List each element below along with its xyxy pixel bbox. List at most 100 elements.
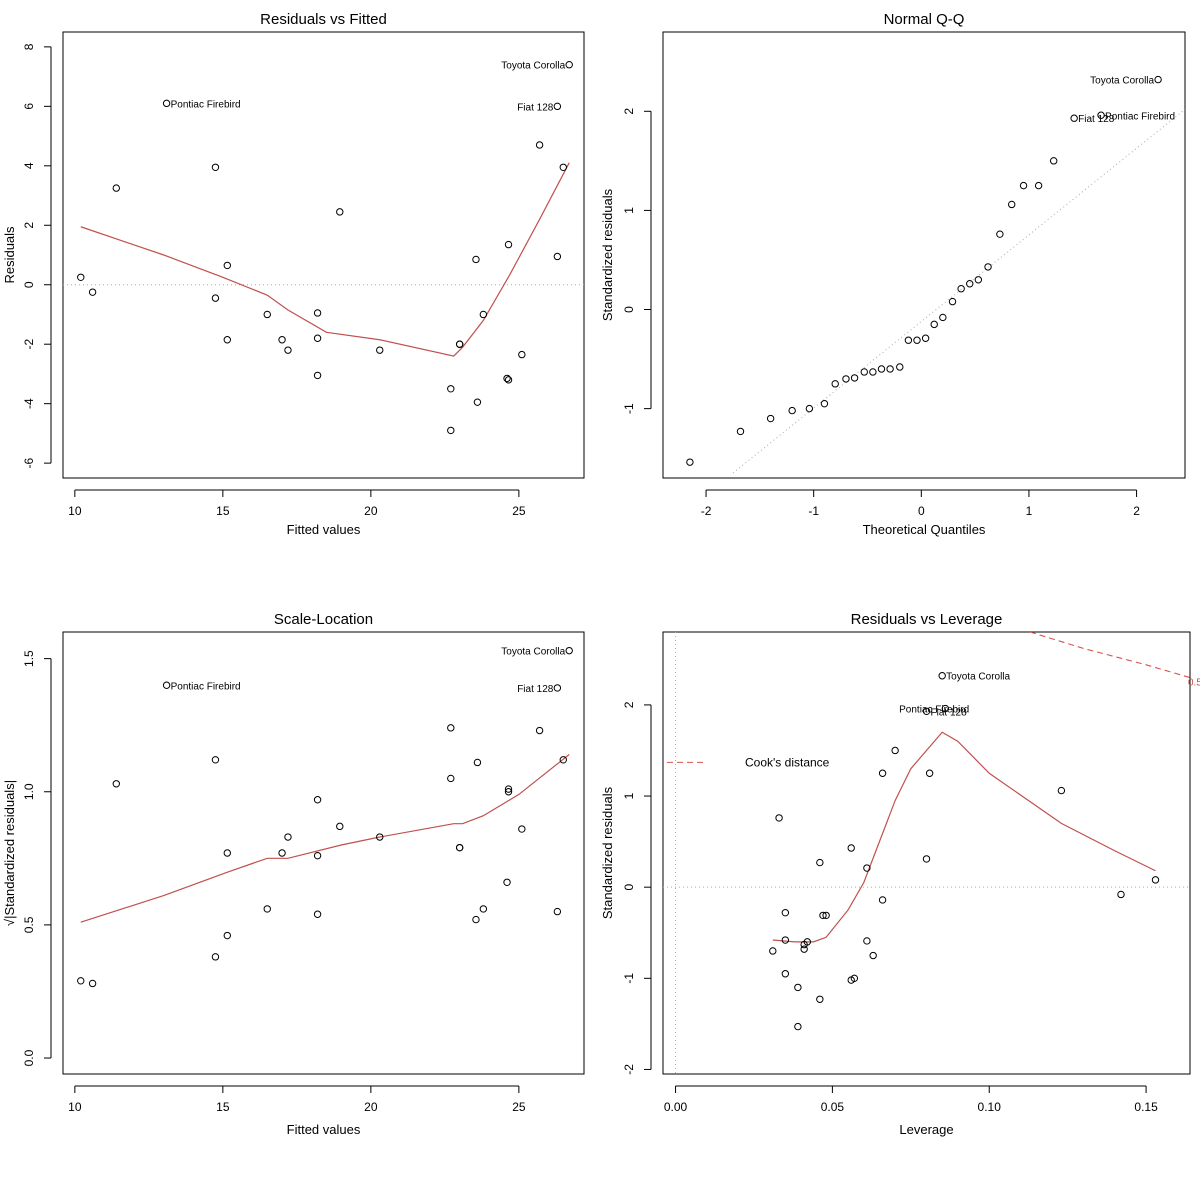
data-point — [504, 785, 513, 793]
data-point — [223, 336, 231, 344]
data-point — [447, 774, 455, 783]
data-point — [816, 995, 824, 1003]
data-point — [77, 273, 85, 281]
x-tick-label: 0.10 — [978, 1100, 1002, 1114]
plot-frame — [62, 631, 585, 1075]
data-point — [816, 858, 824, 867]
point-label: Pontiac Firebird — [171, 681, 241, 692]
point-label: Toyota Corolla — [501, 647, 565, 658]
data-point — [473, 398, 482, 406]
data-point — [1049, 157, 1058, 165]
data-point — [211, 294, 220, 302]
data-point — [336, 822, 344, 831]
data-point — [891, 746, 899, 755]
data-point — [535, 726, 544, 735]
data-point — [1019, 181, 1028, 190]
data-point — [88, 979, 97, 988]
data-point — [800, 945, 808, 953]
y-tick-label: 1 — [622, 792, 636, 799]
data-point — [957, 284, 965, 293]
y-tick-label: 1.0 — [22, 783, 36, 800]
x-tick-label: -1 — [808, 504, 819, 518]
x-axis-label: Leverage — [899, 1122, 953, 1137]
data-point — [263, 905, 271, 913]
data-point — [284, 346, 292, 354]
y-tick-label: 8 — [22, 43, 36, 50]
data-point — [686, 458, 694, 466]
cooks-distance-curve — [1029, 632, 1190, 679]
data-point — [553, 102, 562, 111]
data-point — [766, 414, 775, 423]
data-point — [503, 878, 511, 886]
data-point — [913, 336, 921, 344]
data-point — [850, 374, 859, 382]
data-point — [473, 758, 482, 767]
data-point — [565, 61, 573, 69]
data-point — [447, 385, 455, 393]
y-tick-label: 0.0 — [22, 1049, 36, 1066]
point-label: Toyota Corolla — [946, 672, 1010, 683]
point-label: Pontiac Firebird — [899, 705, 969, 716]
plot-frame — [662, 31, 1186, 479]
data-point — [781, 936, 790, 944]
data-point — [376, 346, 384, 354]
data-point — [1097, 111, 1105, 119]
legend-label: Cook's distance — [745, 755, 830, 769]
data-point — [472, 255, 480, 264]
y-tick-label: 2 — [622, 108, 636, 115]
data-point — [1117, 890, 1125, 899]
data-point — [788, 406, 796, 415]
data-point — [112, 780, 120, 788]
data-point — [455, 843, 464, 852]
data-point — [313, 309, 322, 317]
chart-title: Normal Q-Q — [884, 11, 965, 28]
data-point — [504, 240, 513, 249]
data-point — [831, 380, 839, 388]
data-point — [565, 646, 573, 655]
data-point — [211, 163, 220, 171]
point-label: Toyota Corolla — [1090, 76, 1154, 87]
x-tick-label: 25 — [512, 1100, 526, 1114]
data-point — [736, 427, 745, 436]
data-point — [1070, 114, 1078, 122]
data-point — [1034, 181, 1043, 190]
x-tick-label: 0 — [918, 504, 925, 518]
data-point — [781, 908, 790, 917]
data-point — [553, 907, 562, 916]
data-point — [313, 334, 322, 342]
data-point — [503, 374, 511, 383]
data-point — [948, 297, 957, 306]
x-axis-label: Theoretical Quantiles — [863, 522, 986, 537]
data-point — [878, 896, 887, 904]
data-point — [535, 141, 544, 149]
data-point — [553, 252, 562, 261]
y-tick-label: 2 — [22, 222, 36, 229]
data-point — [88, 288, 97, 296]
x-tick-label: 25 — [512, 504, 526, 518]
data-point — [996, 230, 1004, 238]
y-axis-label: Standardized residuals — [600, 188, 615, 321]
data-point — [860, 368, 868, 376]
point-label: Fiat 128 — [517, 102, 554, 113]
data-point — [455, 340, 464, 348]
sl-panel: Scale-Location Fitted values √|Standardize… — [2, 611, 585, 1137]
data-point — [223, 931, 231, 940]
data-point — [847, 844, 855, 852]
data-point — [376, 833, 384, 841]
data-point — [479, 905, 488, 913]
data-point — [820, 399, 829, 408]
data-point — [922, 707, 931, 715]
data-point — [162, 681, 171, 689]
data-point — [877, 365, 886, 373]
x-tick-label: 0.00 — [664, 1100, 688, 1114]
data-point — [313, 371, 322, 380]
y-tick-label: 4 — [22, 162, 36, 169]
data-point — [842, 375, 850, 383]
data-point — [1008, 200, 1016, 209]
plot-frame — [62, 31, 585, 479]
data-point — [1151, 876, 1160, 884]
cooks-distance-level-label: 0.5 — [1188, 678, 1200, 689]
rvf-panel: Residuals vs Fitted Fitted values Residual… — [2, 11, 585, 537]
data-point — [938, 672, 946, 680]
y-axis-label: Residuals — [2, 226, 17, 284]
